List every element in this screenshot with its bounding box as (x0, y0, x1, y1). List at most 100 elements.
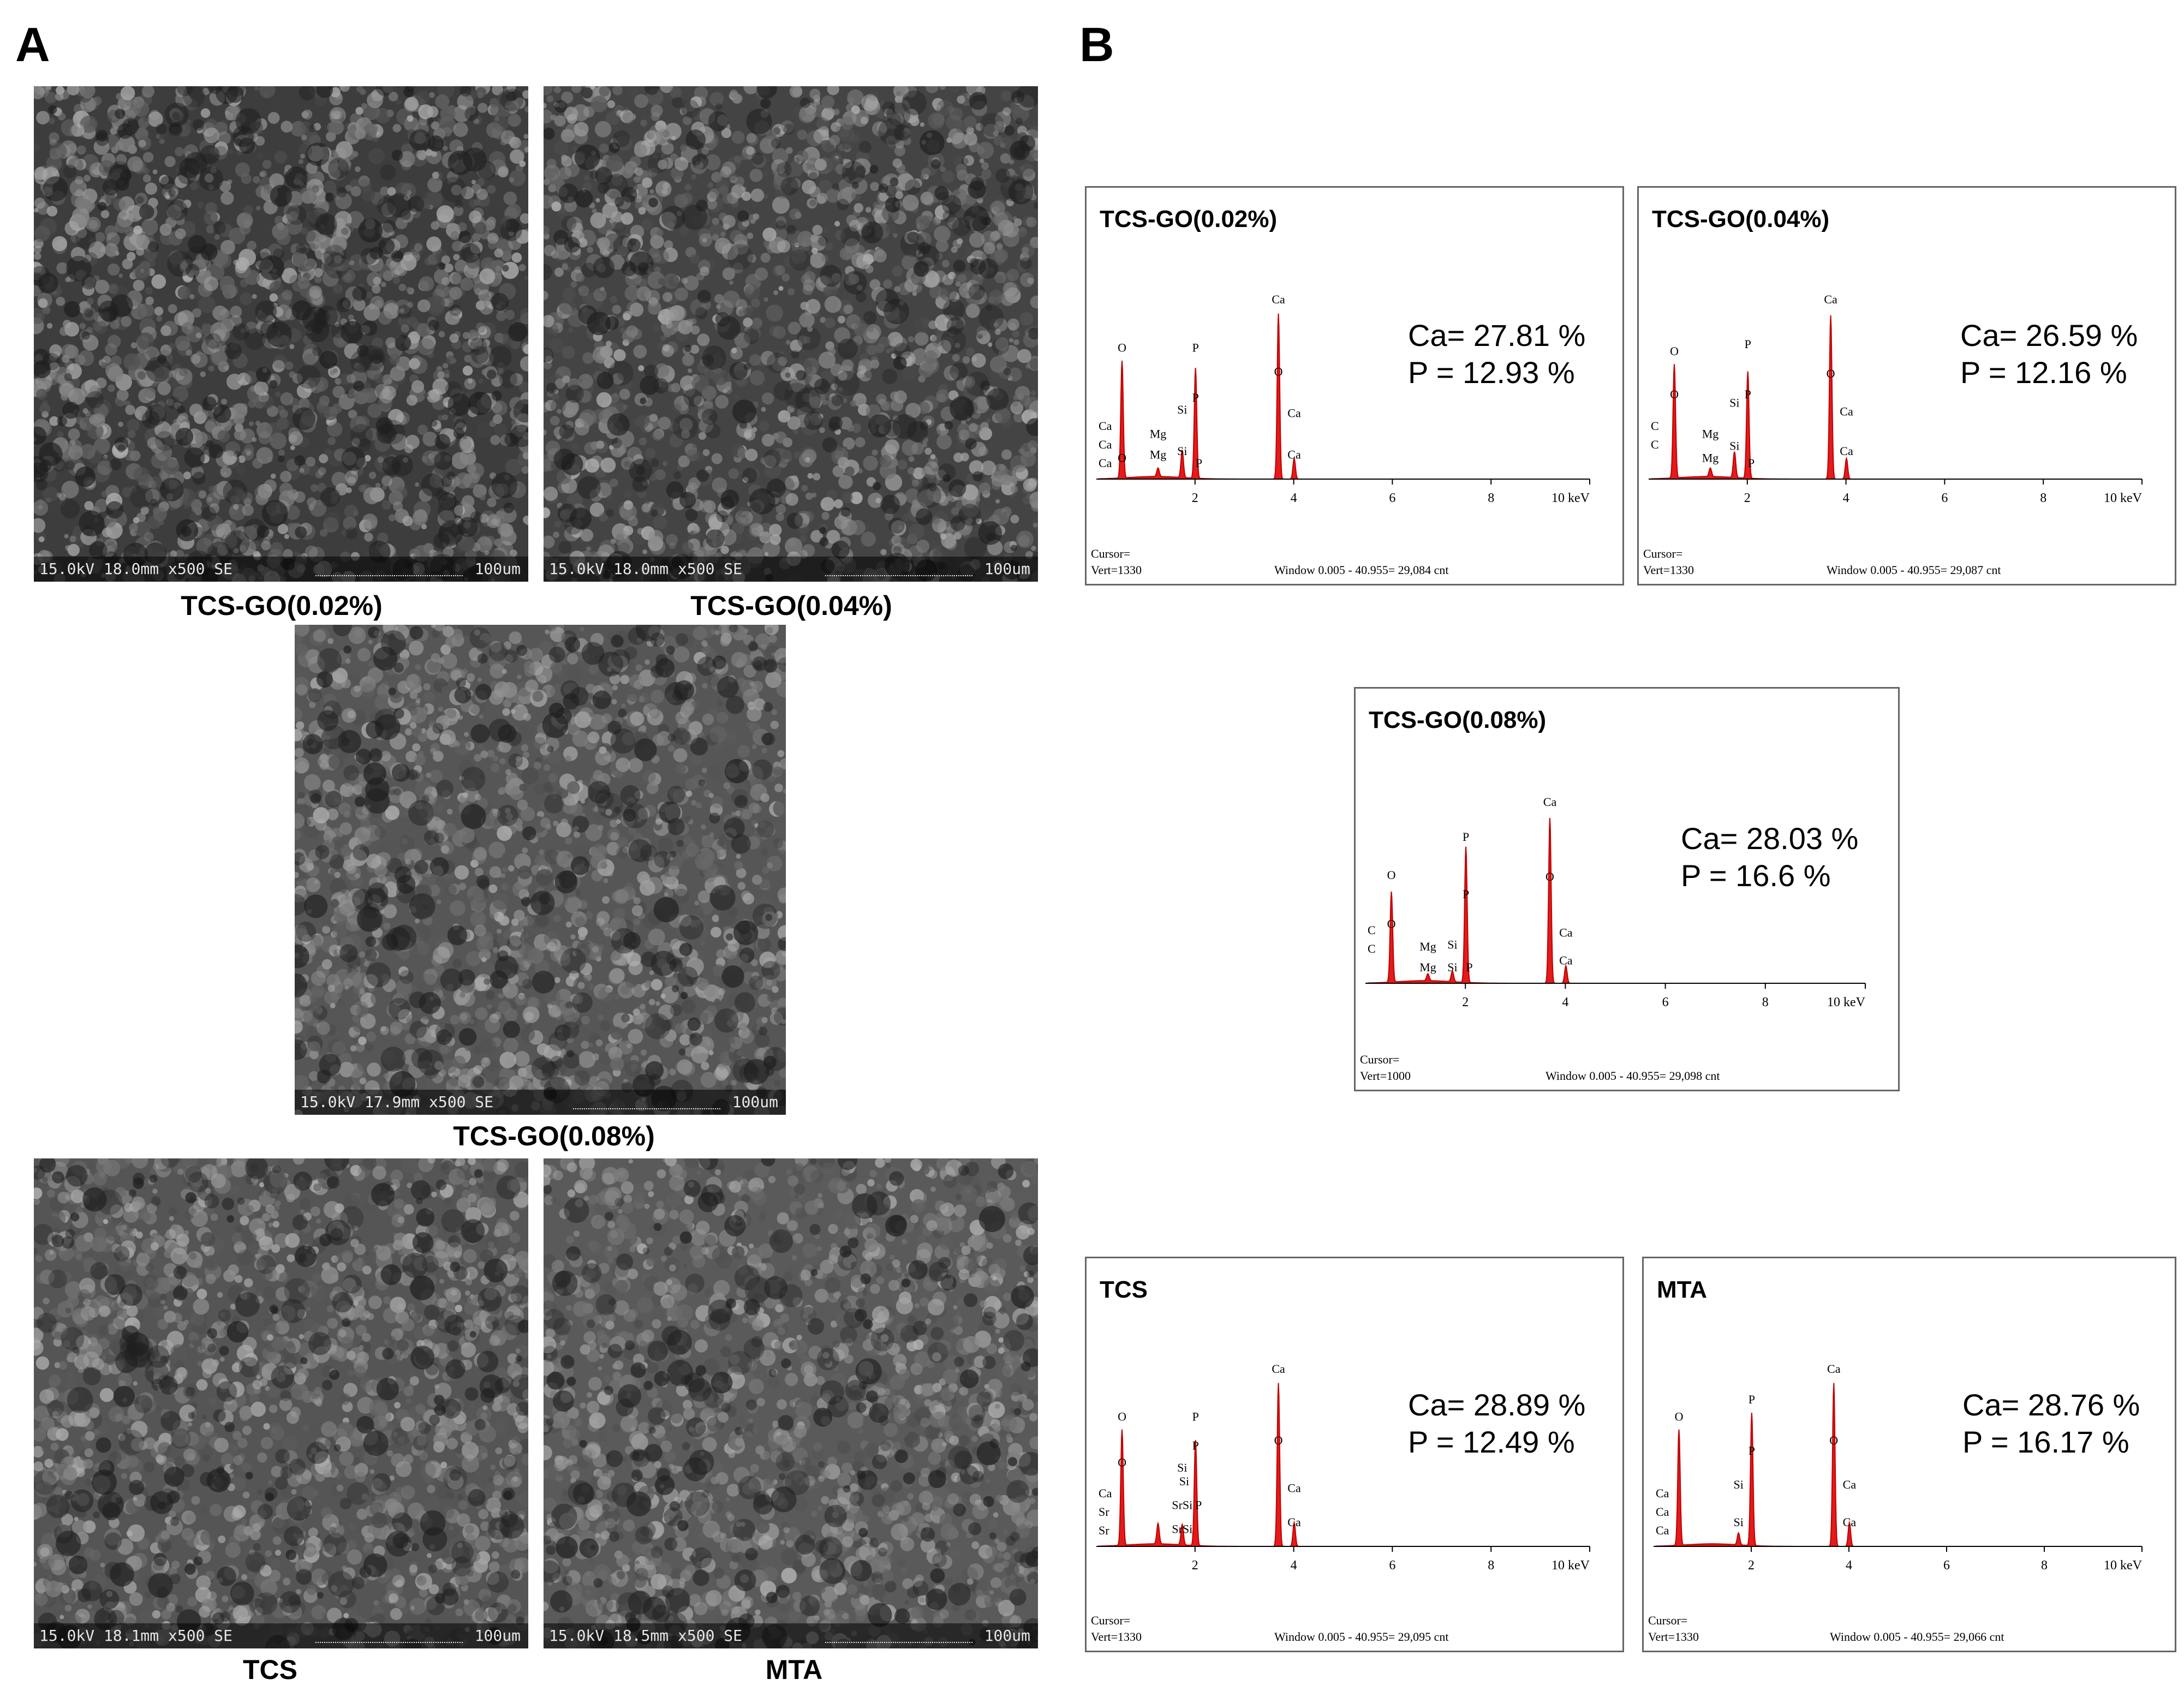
edx-peak-label: P (1463, 887, 1469, 901)
edx-low-label: Ca (1099, 438, 1112, 451)
edx-tick-label: 2 (1192, 491, 1198, 505)
edx-ca-value: Ca= 26.59 % (1960, 318, 2138, 352)
edx-peak-label: P (1192, 1438, 1199, 1452)
sem-scale-ticks (315, 1634, 463, 1643)
edx-peak-label: Si (1734, 1515, 1744, 1529)
edx-tick-label: 10 keV (1552, 491, 1590, 505)
edx-ca-value: Ca= 27.81 % (1408, 318, 1585, 352)
edx-tick-label: 4 (1562, 995, 1568, 1009)
edx-tick-label: 8 (2040, 491, 2046, 505)
edx-ca-value: Ca= 28.89 % (1408, 1388, 1585, 1422)
sem-info-bar: 15.0kV 18.0mm x500 SE 100um (34, 557, 528, 582)
edx-tick-label: 8 (2041, 1558, 2048, 1573)
edx-p-value: P = 16.6 % (1681, 858, 1831, 893)
edx-tick-label: 4 (1843, 491, 1849, 505)
edx-peak-label: Ca (1287, 1481, 1301, 1495)
sem-scale-text: 100um (474, 560, 521, 578)
edx-spectrum-2: TCS-GO(0.08%) Ca= 28.03 % P = 16.6 % 2 4 6 8 10… (1354, 687, 1900, 1091)
edx-peak-label: O (1670, 344, 1679, 358)
sem-info-text: 15.0kV 18.1mm x500 SE (39, 1627, 233, 1645)
edx-ca-value: Ca= 28.76 % (1962, 1388, 2140, 1422)
edx-peak-label: Ca (1287, 1515, 1301, 1529)
edx-peak-label: O (1829, 1433, 1838, 1447)
edx-peak-label: O (1387, 917, 1396, 930)
edx-tick-label: 8 (1762, 995, 1769, 1009)
edx-cursor-text: Cursor= (1360, 1053, 1399, 1066)
edx-tick-label: 6 (1943, 1558, 1950, 1573)
edx-tick-label: 8 (1488, 491, 1494, 505)
sem-info-text: 15.0kV 18.0mm x500 SE (549, 560, 743, 578)
edx-peak-label: P (1745, 387, 1751, 401)
sem-image-2: 15.0kV 17.9mm x500 SE 100um (295, 625, 786, 1115)
edx-peak-label: Si (1729, 396, 1739, 410)
edx-peak-label: Mg (1150, 447, 1167, 461)
edx-peak-label: O (1675, 1409, 1684, 1423)
sem-scale-text: 100um (984, 560, 1030, 578)
edx-peak-label: O (1118, 340, 1126, 354)
edx-tick-label: 6 (1389, 491, 1395, 505)
edx-low-label: Sr (1099, 1523, 1109, 1537)
edx-spectrum-1: TCS-GO(0.04%) Ca= 26.59 % P = 12.16 % 2 4 6 8 1… (1637, 186, 2176, 585)
sem-texture (34, 1158, 528, 1648)
sem-info-bar: 15.0kV 18.0mm x500 SE 100um (544, 557, 1038, 582)
edx-tick-label: 4 (1846, 1558, 1852, 1573)
edx-tick-label: 10 keV (1552, 1558, 1590, 1573)
edx-ca-value: Ca= 28.03 % (1681, 821, 1858, 856)
edx-cursor-text: Cursor= (1091, 1614, 1130, 1627)
edx-tick-label: 8 (1488, 1558, 1494, 1573)
edx-window-text: Window 0.005 - 40.955= 29,098 cnt (1545, 1069, 1720, 1083)
edx-tick-label: 10 keV (2104, 1558, 2143, 1573)
edx-tick-label: 2 (1462, 995, 1469, 1009)
edx-peak-label: Mg (1702, 451, 1719, 465)
panel-label-a: A (15, 17, 50, 71)
edx-peak-label: Si (1729, 439, 1739, 453)
edx-p-value: P = 12.49 % (1408, 1425, 1575, 1459)
edx-window-text: Window 0.005 - 40.955= 29,084 cnt (1274, 563, 1449, 577)
edx-peak-label: P (1195, 1498, 1202, 1512)
edx-peak-label: Mg (1150, 427, 1167, 440)
edx-low-label: Ca (1656, 1486, 1669, 1500)
edx-title: TCS-GO(0.08%) (1369, 707, 1546, 733)
edx-peak-label: P (1466, 960, 1472, 974)
edx-window-text: Window 0.005 - 40.955= 29,087 cnt (1827, 563, 2001, 577)
edx-peak-label: Ca (1287, 407, 1301, 420)
edx-title: TCS (1100, 1276, 1148, 1303)
edx-peak-label: P (1196, 456, 1202, 470)
sem-texture (34, 86, 528, 582)
edx-tick-label: 2 (1192, 1558, 1198, 1573)
panel-label-b: B (1079, 17, 1114, 71)
sem-caption-3: TCS (243, 1654, 297, 1685)
edx-low-label: Ca (1656, 1523, 1669, 1537)
edx-peak-label: P (1192, 391, 1199, 404)
sem-scale-text: 100um (732, 1093, 778, 1111)
edx-tick-label: 6 (1389, 1558, 1395, 1573)
edx-peak-label: Ca (1559, 953, 1573, 967)
edx-peak-label: Ca (1827, 1362, 1841, 1376)
sem-texture (544, 86, 1038, 582)
edx-window-text: Window 0.005 - 40.955= 29,095 cnt (1274, 1630, 1449, 1644)
edx-cursor-text: Cursor= (1648, 1614, 1687, 1627)
edx-peak-label: P (1748, 456, 1755, 470)
edx-tick-label: 10 keV (1827, 995, 1866, 1009)
edx-peak-label: Si (1179, 1474, 1189, 1488)
edx-peak-label: P (1749, 1393, 1755, 1406)
edx-peak-label: Si (1177, 444, 1187, 458)
sem-scale-text: 100um (984, 1627, 1030, 1645)
edx-tick-label: 2 (1748, 1558, 1755, 1573)
sem-info-bar: 15.0kV 17.9mm x500 SE 100um (295, 1090, 786, 1115)
sem-scale-ticks (315, 567, 463, 576)
sem-info-text: 15.0kV 18.0mm x500 SE (39, 560, 233, 578)
edx-peak-label: O (1387, 868, 1396, 882)
sem-texture (544, 1158, 1038, 1648)
sem-scale-ticks (825, 567, 972, 576)
edx-peak-label: Ca (1843, 1515, 1857, 1529)
sem-caption-1: TCS-GO(0.04%) (690, 590, 892, 621)
edx-spectrum-area (1650, 315, 1945, 480)
edx-spectrum-area (1367, 817, 1666, 984)
sem-info-text: 15.0kV 18.5mm x500 SE (549, 1627, 743, 1645)
edx-title: TCS-GO(0.04%) (1652, 206, 1829, 232)
sem-image-4: 15.0kV 18.5mm x500 SE 100um (544, 1158, 1038, 1648)
edx-low-label: Ca (1099, 456, 1112, 470)
sem-info-bar: 15.0kV 18.1mm x500 SE 100um (34, 1623, 528, 1648)
